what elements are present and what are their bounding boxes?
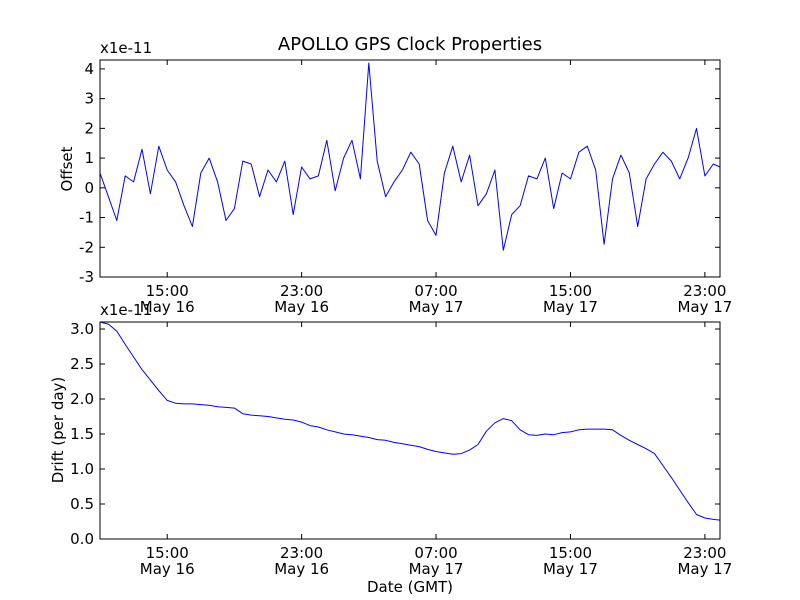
offset-xtick-date-label: May 17 [409, 298, 464, 316]
offset-ytick-label: 0 [84, 179, 94, 197]
drift-xtick-time-label: 07:00 [414, 544, 457, 562]
drift-ytick-label: 3.0 [70, 320, 94, 338]
drift-ytick-label: 1.5 [70, 425, 94, 443]
offset-y-axis-label: Offset [58, 146, 76, 191]
offset-xtick-date-label: May 17 [543, 298, 598, 316]
drift-xtick-date-label: May 16 [140, 560, 195, 578]
offset-xtick-time-label: 15:00 [549, 282, 592, 300]
offset-ytick-label: -2 [79, 238, 94, 256]
drift-xtick-time-label: 23:00 [683, 544, 726, 562]
drift-xtick-date-label: May 17 [543, 560, 598, 578]
drift-ytick-label: 2.5 [70, 355, 94, 373]
drift-xtick-time-label: 23:00 [280, 544, 323, 562]
drift-axes-frame [99, 321, 721, 540]
offset-xtick-time-label: 07:00 [414, 282, 457, 300]
drift-xtick-date-label: May 16 [274, 560, 329, 578]
drift-xtick-date-label: May 17 [409, 560, 464, 578]
drift-xtick-time-label: 15:00 [146, 544, 189, 562]
offset-xtick-date-label: May 17 [677, 298, 732, 316]
offset-ytick-label: 3 [84, 90, 94, 108]
offset-ytick-label: -3 [79, 268, 94, 286]
offset-ytick-label: 2 [84, 119, 94, 137]
offset-ytick-label: 1 [84, 149, 94, 167]
offset-series-line [99, 62, 721, 251]
offset-ytick-label: -1 [79, 209, 94, 227]
drift-ytick-label: 0.0 [70, 530, 94, 548]
drift-ytick-label: 2.0 [70, 390, 94, 408]
drift-scale-label: x1e-11 [100, 301, 152, 319]
drift-x-axis-label: Date (GMT) [367, 578, 453, 596]
drift-xtick-date-label: May 17 [677, 560, 732, 578]
offset-xtick-time-label: 23:00 [280, 282, 323, 300]
offset-axes-frame [99, 59, 721, 278]
drift-series-line [99, 321, 721, 521]
drift-xtick-time-label: 15:00 [549, 544, 592, 562]
offset-xtick-time-label: 23:00 [683, 282, 726, 300]
offset-xtick-date-label: May 16 [274, 298, 329, 316]
drift-y-axis-label: Drift (per day) [49, 377, 67, 484]
drift-ytick-label: 0.5 [70, 495, 94, 513]
drift-ytick-label: 1.0 [70, 460, 94, 478]
offset-scale-label: x1e-11 [100, 39, 152, 57]
chart-title: APOLLO GPS Clock Properties [278, 34, 542, 55]
drift-panel: x1e-11 Drift (per day) Date (GMT) 0.0 0.5… [49, 301, 732, 596]
offset-xtick-date-label: May 16 [140, 298, 195, 316]
offset-xtick-time-label: 15:00 [146, 282, 189, 300]
offset-panel: APOLLO GPS Clock Properties x1e-11 Offse… [58, 34, 732, 316]
offset-ytick-label: 4 [84, 60, 94, 78]
